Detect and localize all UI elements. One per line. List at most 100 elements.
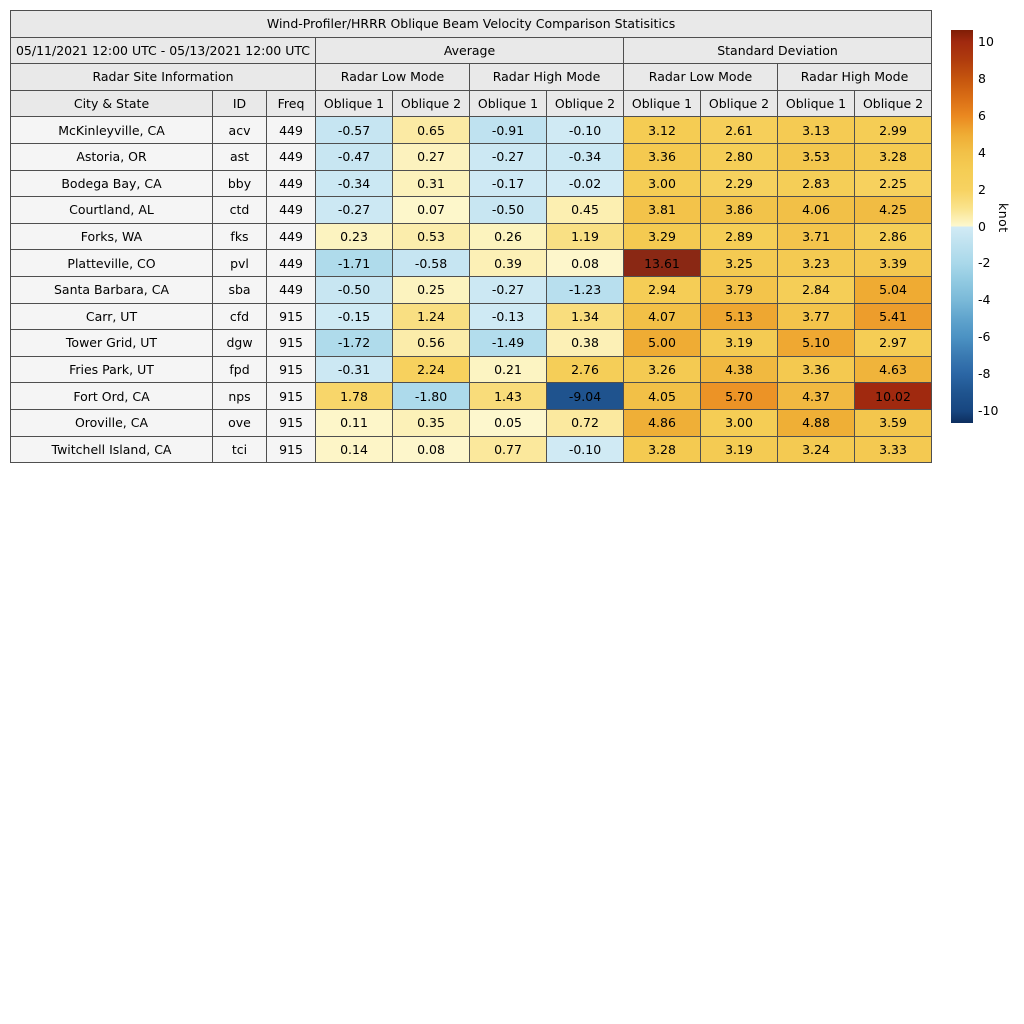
cell-site-id: ctd bbox=[212, 196, 267, 224]
cell-frequency: 915 bbox=[266, 435, 316, 464]
colorbar-tick-label: 2 bbox=[978, 181, 986, 197]
group-std-low-mode: Radar Low Mode bbox=[623, 63, 778, 91]
cell-value: 0.07 bbox=[392, 196, 470, 224]
cell-value: 1.34 bbox=[546, 302, 624, 331]
cell-value: 0.25 bbox=[392, 275, 470, 304]
cell-value: 1.78 bbox=[315, 382, 393, 410]
cell-frequency: 915 bbox=[266, 302, 316, 331]
cell-value: 3.00 bbox=[623, 169, 701, 198]
group-std-high-mode: Radar High Mode bbox=[776, 63, 933, 91]
cell-value: 0.53 bbox=[392, 222, 470, 251]
cell-site-id: tci bbox=[212, 435, 267, 464]
cell-value: 2.84 bbox=[777, 275, 855, 304]
cell-value: 5.04 bbox=[853, 275, 933, 304]
table-row: Platteville, CO pvl 449 -1.71 -0.58 0.39 0.08 1… bbox=[10, 249, 933, 277]
cell-value: 3.25 bbox=[700, 249, 778, 277]
table-row: Tower Grid, UT dgw 915 -1.72 0.56 -1.49 0.38 5.… bbox=[10, 329, 933, 357]
colorbar-unit-label: knot bbox=[996, 203, 1011, 233]
col-header-city: City & State bbox=[10, 89, 213, 118]
cell-value: 3.36 bbox=[623, 142, 701, 171]
cell-value: 0.31 bbox=[392, 169, 470, 198]
date-range: 05/11/2021 12:00 UTC - 05/13/2021 12:00 … bbox=[10, 36, 316, 65]
cell-value: 10.02 bbox=[853, 382, 933, 410]
group-average: Average bbox=[315, 36, 624, 65]
cell-city-state: Courtland, AL bbox=[10, 196, 213, 224]
cell-city-state: Fries Park, UT bbox=[10, 355, 213, 384]
col-header-oblique2: Oblique 2 bbox=[700, 89, 778, 118]
table-row: Fries Park, UT fpd 915 -0.31 2.24 0.21 2.76 3.2… bbox=[10, 355, 933, 384]
cell-frequency: 449 bbox=[266, 222, 316, 251]
cell-city-state: Oroville, CA bbox=[10, 408, 213, 437]
cell-city-state: Santa Barbara, CA bbox=[10, 275, 213, 304]
cell-value: 3.28 bbox=[853, 142, 933, 171]
cell-value: -9.04 bbox=[546, 382, 624, 410]
colorbar-tick-label: -8 bbox=[978, 366, 991, 382]
cell-value: -1.23 bbox=[546, 275, 624, 304]
col-header-oblique2: Oblique 2 bbox=[853, 89, 933, 118]
col-header-oblique2: Oblique 2 bbox=[392, 89, 470, 118]
cell-site-id: fpd bbox=[212, 355, 267, 384]
cell-site-id: bby bbox=[212, 169, 267, 198]
table-title: Wind-Profiler/HRRR Oblique Beam Velocity… bbox=[9, 10, 933, 38]
cell-value: 3.19 bbox=[700, 435, 778, 464]
cell-value: -0.27 bbox=[469, 142, 547, 171]
colorbar-tick-label: -4 bbox=[978, 292, 991, 308]
cell-value: 3.13 bbox=[777, 116, 855, 144]
cell-value: 0.08 bbox=[546, 249, 624, 277]
cell-value: 0.65 bbox=[392, 116, 470, 144]
cell-value: -0.10 bbox=[546, 116, 624, 144]
cell-value: 0.05 bbox=[469, 408, 547, 437]
cell-value: 2.24 bbox=[392, 355, 470, 384]
cell-city-state: McKinleyville, CA bbox=[10, 116, 213, 144]
cell-city-state: Tower Grid, UT bbox=[10, 329, 213, 357]
cell-value: 3.79 bbox=[700, 275, 778, 304]
cell-value: 3.59 bbox=[853, 408, 933, 437]
cell-value: -0.91 bbox=[469, 116, 547, 144]
cell-value: -1.72 bbox=[315, 329, 393, 357]
cell-value: 5.41 bbox=[853, 302, 933, 331]
cell-value: -0.34 bbox=[546, 142, 624, 171]
cell-site-id: nps bbox=[212, 382, 267, 410]
group-row-1: 05/11/2021 12:00 UTC - 05/13/2021 12:00 … bbox=[10, 36, 933, 65]
cell-city-state: Bodega Bay, CA bbox=[10, 169, 213, 198]
table-row: Bodega Bay, CA bby 449 -0.34 0.31 -0.17 -0.02 3… bbox=[10, 169, 933, 198]
cell-value: 0.45 bbox=[546, 196, 624, 224]
cell-value: 0.23 bbox=[315, 222, 393, 251]
group-standard-deviation: Standard Deviation bbox=[622, 36, 933, 65]
cell-value: 3.39 bbox=[853, 249, 933, 277]
cell-value: 3.71 bbox=[777, 222, 855, 251]
cell-value: 2.97 bbox=[853, 329, 933, 357]
col-header-oblique1: Oblique 1 bbox=[623, 89, 701, 118]
col-header-oblique1: Oblique 1 bbox=[469, 89, 547, 118]
cell-city-state: Forks, WA bbox=[10, 222, 213, 251]
col-header-id: ID bbox=[212, 89, 267, 118]
cell-value: -0.50 bbox=[315, 275, 393, 304]
cell-value: 3.29 bbox=[623, 222, 701, 251]
cell-value: 0.56 bbox=[392, 329, 470, 357]
cell-value: -0.17 bbox=[469, 169, 547, 198]
cell-value: 3.77 bbox=[777, 302, 855, 331]
cell-frequency: 449 bbox=[266, 275, 316, 304]
cell-value: 3.24 bbox=[777, 435, 855, 464]
cell-value: 4.63 bbox=[853, 355, 933, 384]
table-row: Santa Barbara, CA sba 449 -0.50 0.25 -0.27 -1.… bbox=[10, 275, 933, 304]
table-row: Twitchell Island, CA tci 915 0.14 0.08 0.77 -0… bbox=[10, 435, 933, 464]
table-row: Oroville, CA ove 915 0.11 0.35 0.05 0.72 4.86 3.… bbox=[10, 408, 933, 437]
cell-value: -0.02 bbox=[546, 169, 624, 198]
cell-site-id: ast bbox=[212, 142, 267, 171]
cell-value: 0.11 bbox=[315, 408, 393, 437]
velocity-comparison-table: Wind-Profiler/HRRR Oblique Beam Velocity… bbox=[9, 10, 933, 464]
col-header-oblique1: Oblique 1 bbox=[315, 89, 393, 118]
cell-value: 0.08 bbox=[392, 435, 470, 464]
cell-value: -1.49 bbox=[469, 329, 547, 357]
cell-value: 3.23 bbox=[777, 249, 855, 277]
cell-frequency: 915 bbox=[266, 355, 316, 384]
cell-value: 3.86 bbox=[700, 196, 778, 224]
cell-site-id: cfd bbox=[212, 302, 267, 331]
cell-value: 5.00 bbox=[623, 329, 701, 357]
cell-value: 4.86 bbox=[623, 408, 701, 437]
table-row: Carr, UT cfd 915 -0.15 1.24 -0.13 1.34 4.07 5.13… bbox=[10, 302, 933, 331]
cell-frequency: 915 bbox=[266, 408, 316, 437]
cell-value: 0.21 bbox=[469, 355, 547, 384]
cell-site-id: dgw bbox=[212, 329, 267, 357]
